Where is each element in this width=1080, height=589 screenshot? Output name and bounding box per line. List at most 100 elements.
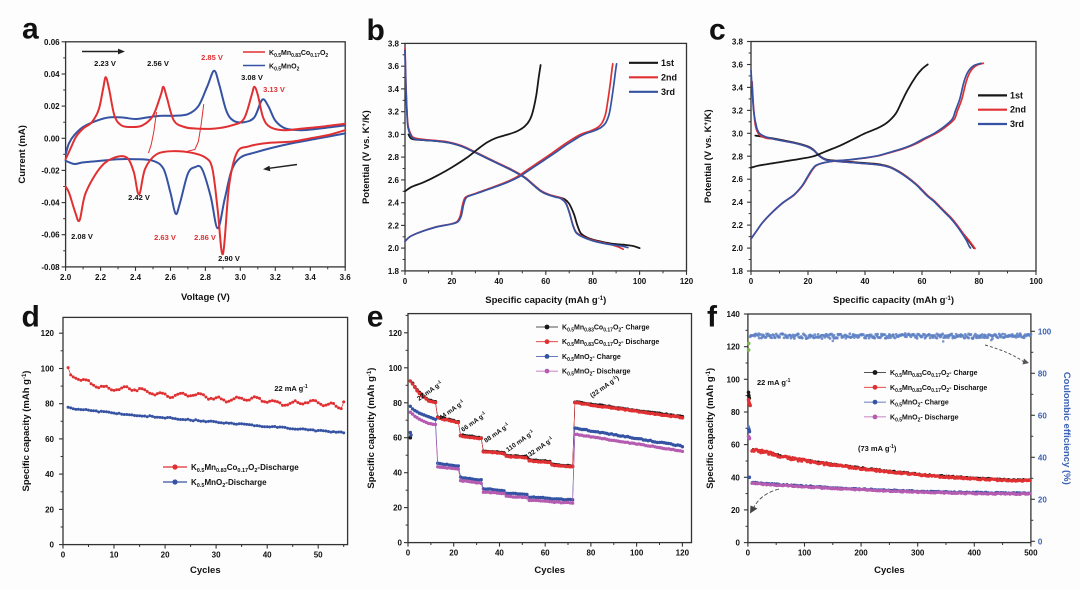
svg-text:-0.02: -0.02 <box>41 166 60 175</box>
svg-text:10: 10 <box>110 551 119 560</box>
svg-text:K0.5​Mn0.83​Co0.17​O2​- Discha: K0.5​Mn0.83​Co0.17​O2​- Discharge <box>890 385 987 394</box>
svg-text:3.4: 3.4 <box>732 83 744 92</box>
svg-text:3.08 V: 3.08 V <box>241 73 263 82</box>
svg-text:0: 0 <box>749 277 754 286</box>
svg-text:1st: 1st <box>1010 90 1023 100</box>
svg-text:2.0: 2.0 <box>388 244 400 253</box>
svg-text:K0.5​Mn0.83​Co0.17​O2​- Discha: K0.5​Mn0.83​Co0.17​O2​- Discharge <box>562 339 659 348</box>
svg-text:Specific capacity (mAh g-1): Specific capacity (mAh g-1) <box>485 295 606 306</box>
svg-text:0: 0 <box>1038 537 1043 546</box>
svg-text:K0.5​MnO2​- Charge: K0.5​MnO2​- Charge <box>890 400 949 409</box>
svg-text:100: 100 <box>1029 277 1043 286</box>
svg-text:120: 120 <box>680 277 694 286</box>
svg-text:120: 120 <box>41 329 55 338</box>
svg-text:0.00: 0.00 <box>44 134 60 143</box>
svg-text:0: 0 <box>50 541 55 550</box>
svg-text:120: 120 <box>389 329 403 338</box>
svg-text:22 mA g-1: 22 mA g-1 <box>274 384 308 393</box>
svg-text:20: 20 <box>393 504 402 513</box>
svg-text:2.42 V: 2.42 V <box>128 193 150 202</box>
svg-text:120: 120 <box>676 549 690 558</box>
svg-text:40: 40 <box>861 277 870 286</box>
svg-text:3.0: 3.0 <box>388 130 400 139</box>
svg-text:(73 mA g-1): (73 mA g-1) <box>858 444 897 453</box>
svg-text:300: 300 <box>911 549 925 558</box>
svg-text:2.8: 2.8 <box>200 273 212 282</box>
svg-text:40: 40 <box>393 469 402 478</box>
svg-text:K0.5​Mn0.83​Co0.17​O2​- Charge: K0.5​Mn0.83​Co0.17​O2​- Charge <box>890 370 978 379</box>
svg-text:60: 60 <box>45 435 54 444</box>
svg-text:Specific capacity (mAh g-1): Specific capacity (mAh g-1) <box>366 368 377 489</box>
svg-text:0: 0 <box>403 277 408 286</box>
svg-text:80: 80 <box>586 549 595 558</box>
svg-text:20: 20 <box>447 277 456 286</box>
svg-text:Potential (V vs. K+/K): Potential (V vs. K+/K) <box>703 109 714 203</box>
svg-text:1st: 1st <box>661 58 674 68</box>
svg-text:0: 0 <box>406 549 411 558</box>
svg-text:3.6: 3.6 <box>732 60 744 69</box>
svg-text:2.4: 2.4 <box>388 199 400 208</box>
svg-text:3.0: 3.0 <box>732 129 744 138</box>
svg-text:1.8: 1.8 <box>388 267 400 276</box>
svg-text:-0.08: -0.08 <box>41 263 60 272</box>
svg-text:2nd: 2nd <box>1010 105 1026 115</box>
svg-text:100: 100 <box>389 364 403 373</box>
svg-text:40: 40 <box>1038 453 1047 462</box>
svg-text:80: 80 <box>45 400 54 409</box>
svg-text:0: 0 <box>61 551 66 560</box>
svg-text:2.6: 2.6 <box>388 176 400 185</box>
svg-text:2.23 V: 2.23 V <box>94 59 116 68</box>
svg-text:b: b <box>367 14 385 47</box>
svg-text:3.4: 3.4 <box>305 273 317 282</box>
svg-text:Potential (V vs. K+/K): Potential (V vs. K+/K) <box>361 110 372 204</box>
svg-text:3.6: 3.6 <box>388 62 400 71</box>
svg-text:3.13 V: 3.13 V <box>263 85 285 94</box>
svg-text:K0.5​Mn0.83​Co0.17​O2​: K0.5​Mn0.83​Co0.17​O2​ <box>269 50 328 59</box>
svg-text:2.56 V: 2.56 V <box>147 59 169 68</box>
svg-text:K0.5​Mn0.83​Co0.17​O2​- Charge: K0.5​Mn0.83​Co0.17​O2​- Charge <box>562 325 650 334</box>
svg-text:20: 20 <box>45 505 54 514</box>
svg-text:-0.06: -0.06 <box>41 231 60 240</box>
svg-text:30: 30 <box>212 551 221 560</box>
svg-text:2.8: 2.8 <box>388 153 400 162</box>
svg-text:K0.5​MnO2​- Charge: K0.5​MnO2​- Charge <box>562 354 621 363</box>
svg-text:2.8: 2.8 <box>732 152 744 161</box>
svg-text:50: 50 <box>314 551 323 560</box>
svg-text:80: 80 <box>975 277 984 286</box>
svg-text:60: 60 <box>541 549 550 558</box>
svg-text:0.02: 0.02 <box>44 102 60 111</box>
svg-text:Voltage (V): Voltage (V) <box>181 292 230 303</box>
svg-text:60: 60 <box>731 441 740 450</box>
svg-text:2.2: 2.2 <box>732 221 744 230</box>
svg-text:500: 500 <box>1024 549 1038 558</box>
svg-text:22 mA g-1: 22 mA g-1 <box>757 378 791 387</box>
svg-text:0.04: 0.04 <box>44 70 60 79</box>
svg-text:60: 60 <box>541 277 550 286</box>
svg-text:100: 100 <box>1038 327 1052 336</box>
svg-text:60: 60 <box>1038 411 1047 420</box>
svg-text:Cycles: Cycles <box>534 565 565 576</box>
svg-text:K0.5​MnO2​-Discharge: K0.5​MnO2​-Discharge <box>191 478 267 489</box>
svg-text:c: c <box>709 14 726 47</box>
svg-text:2.6: 2.6 <box>732 175 744 184</box>
svg-text:400: 400 <box>968 549 982 558</box>
svg-text:2.4: 2.4 <box>130 273 142 282</box>
svg-text:100: 100 <box>630 549 644 558</box>
svg-text:1.8: 1.8 <box>732 267 744 276</box>
svg-text:100: 100 <box>633 277 647 286</box>
svg-text:80: 80 <box>393 399 402 408</box>
svg-text:3.8: 3.8 <box>388 39 400 48</box>
svg-text:40: 40 <box>45 470 54 479</box>
svg-text:3rd: 3rd <box>661 87 675 97</box>
svg-text:200: 200 <box>854 549 868 558</box>
svg-text:40: 40 <box>731 473 740 482</box>
svg-text:Current (mA): Current (mA) <box>17 125 28 184</box>
svg-text:3.8: 3.8 <box>732 38 744 47</box>
svg-text:3.2: 3.2 <box>270 273 282 282</box>
svg-text:0: 0 <box>746 549 751 558</box>
svg-text:2.0: 2.0 <box>732 244 744 253</box>
svg-text:3.4: 3.4 <box>388 85 400 94</box>
svg-text:Cycles: Cycles <box>190 565 221 576</box>
svg-text:100: 100 <box>41 364 55 373</box>
svg-text:Specific capacity (mAh g-1): Specific capacity (mAh g-1) <box>705 368 716 489</box>
